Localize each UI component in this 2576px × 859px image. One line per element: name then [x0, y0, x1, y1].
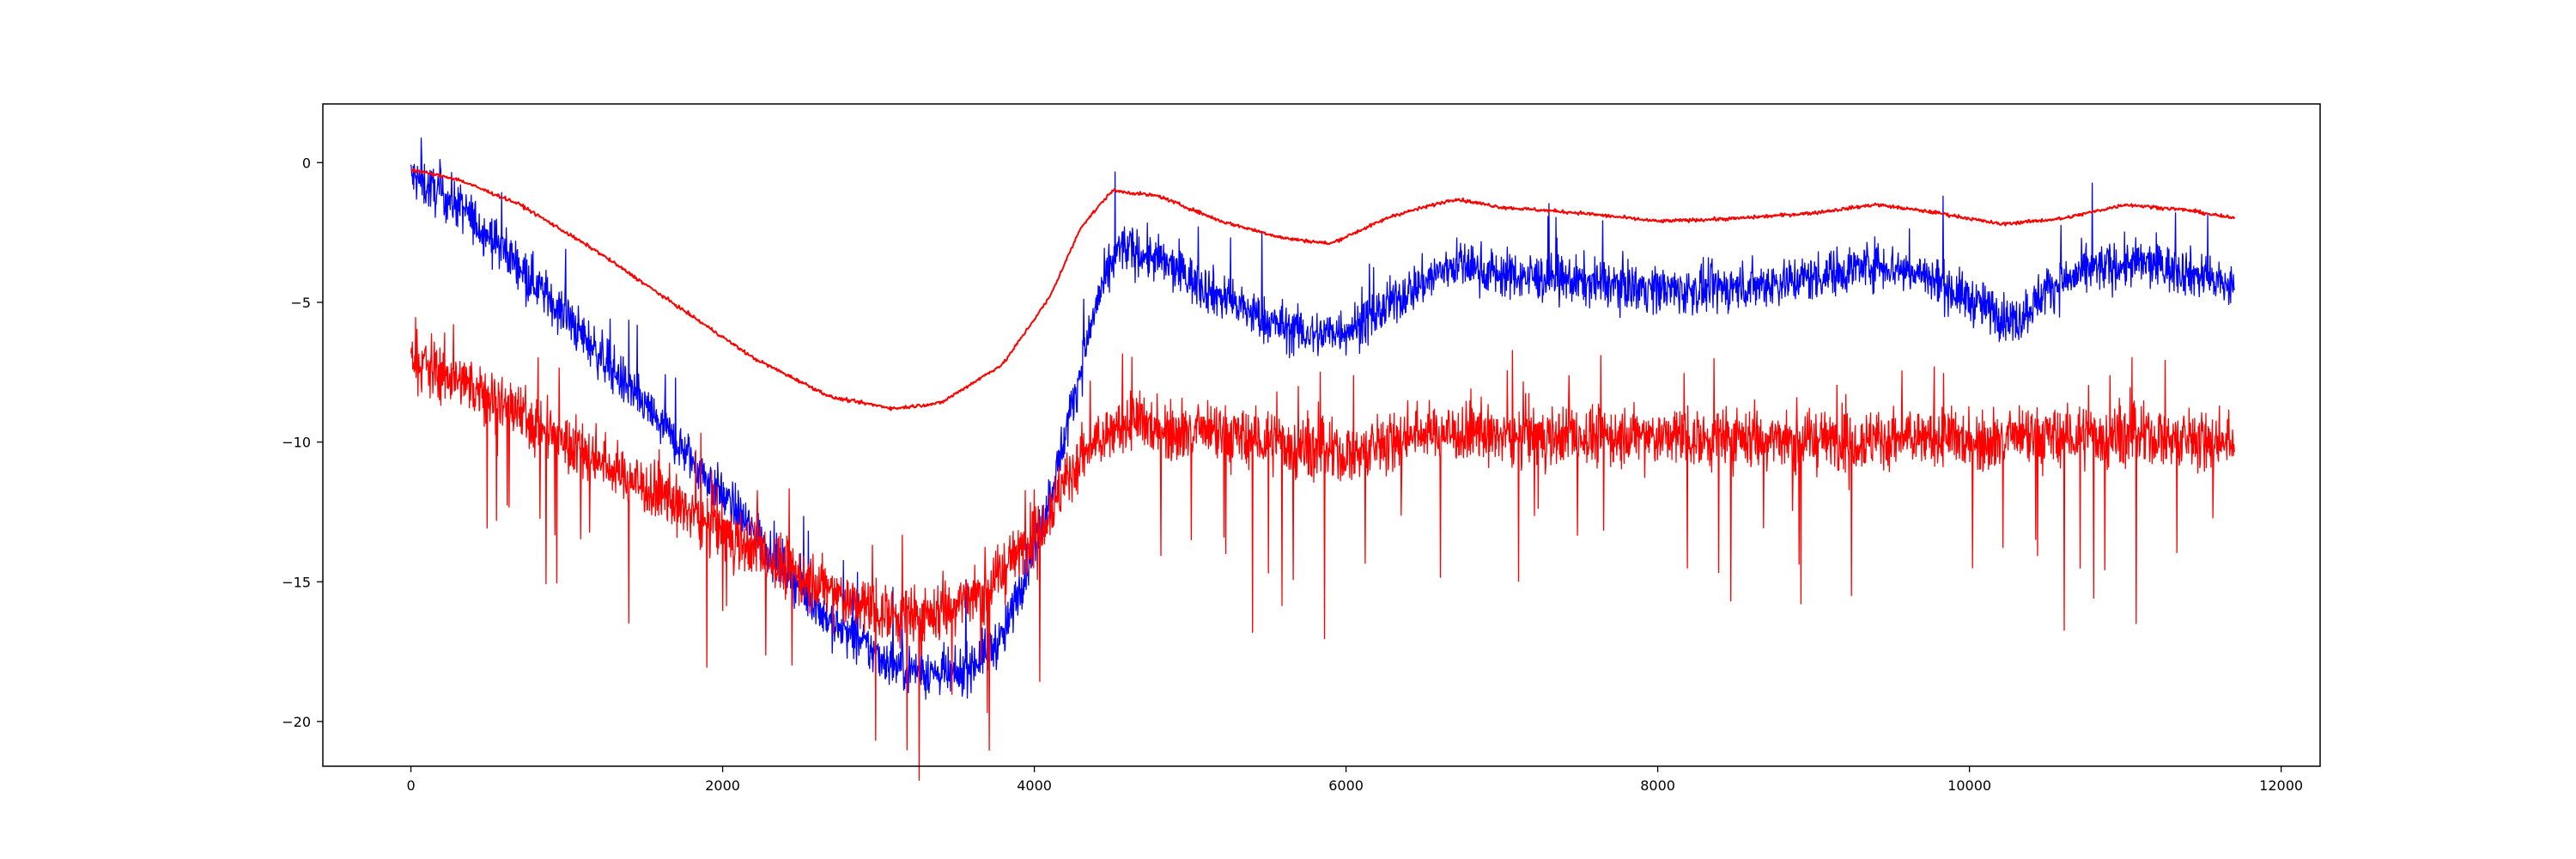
x-tick-label: 0	[406, 777, 415, 794]
y-tick-label: −20	[282, 714, 311, 730]
x-tick-label: 6000	[1328, 777, 1364, 794]
plot-area-frame	[322, 103, 2321, 767]
axis-layer: 0 2000 4000 6000 8000 10000 12000 0 −5 −10 −15 −20	[282, 155, 2303, 794]
y-tick-label: −15	[282, 574, 311, 590]
x-tick-label: 10000	[1947, 777, 1991, 794]
x-tick-label: 12000	[2259, 777, 2303, 794]
y-tick-label: −10	[282, 435, 311, 451]
series-line-3	[410, 168, 2236, 411]
x-tick-label: 8000	[1640, 777, 1675, 794]
series-line-2	[410, 316, 2235, 781]
series-line-1	[410, 137, 2235, 700]
y-tick-label: 0	[302, 155, 311, 171]
series-layer	[410, 137, 2236, 781]
y-tick-label: −5	[290, 295, 311, 311]
x-tick-label: 4000	[1017, 777, 1052, 794]
x-tick-label: 2000	[705, 777, 740, 794]
